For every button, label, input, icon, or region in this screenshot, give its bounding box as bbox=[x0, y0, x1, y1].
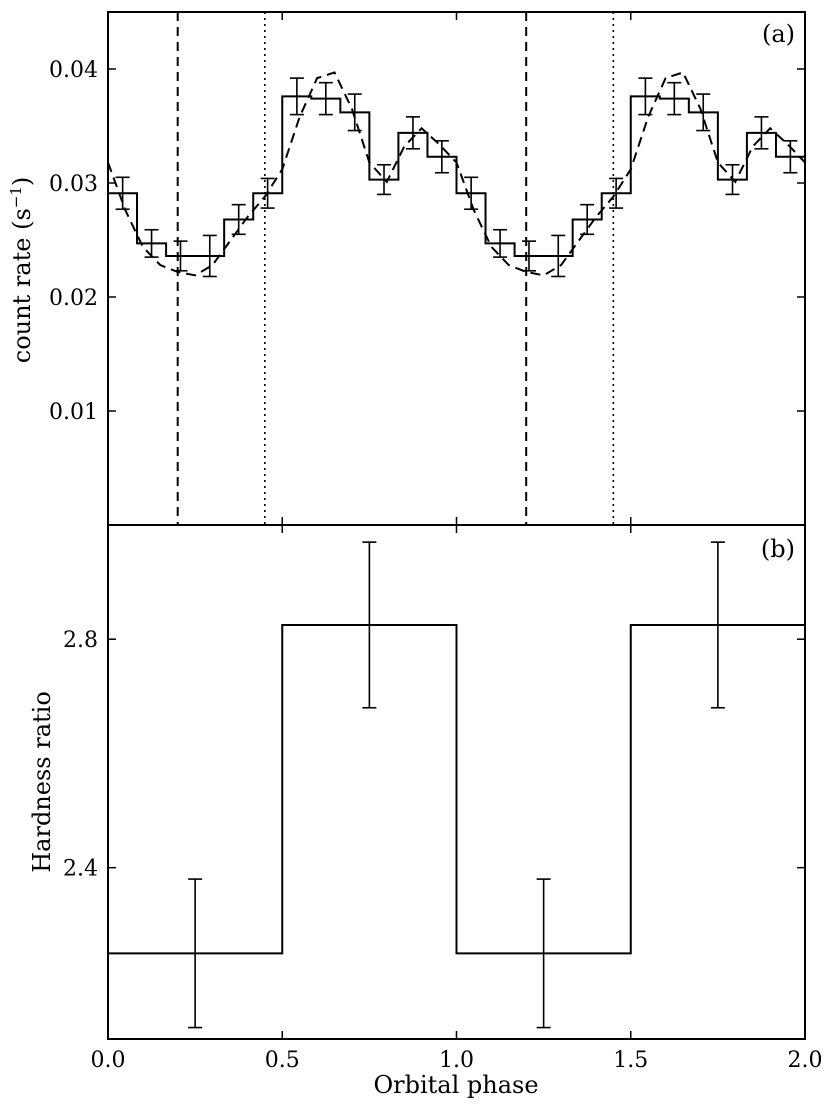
orbital-phase-axis-label: Orbital phase bbox=[373, 1071, 538, 1099]
error-bar bbox=[289, 77, 304, 116]
error-bar bbox=[231, 203, 246, 236]
error-bar bbox=[362, 541, 377, 709]
panel-a-label: (a) bbox=[762, 20, 795, 48]
error-bar bbox=[609, 177, 624, 209]
error-bar bbox=[405, 116, 420, 150]
model-curve-dashed bbox=[107, 71, 806, 277]
step-histogram-a bbox=[108, 95, 805, 257]
error-bar bbox=[347, 93, 362, 132]
error-bar bbox=[580, 203, 595, 236]
error-bar bbox=[188, 878, 203, 1029]
error-bar bbox=[144, 228, 159, 258]
y-tick-label: 2.4 bbox=[63, 857, 98, 882]
x-tick-label: 0.0 bbox=[91, 1048, 126, 1073]
hardness-ratio-panel: (b) Hardness ratio Orbital phase 2.4 2.8 0… bbox=[28, 524, 823, 1099]
error-bar bbox=[318, 81, 333, 116]
error-bar bbox=[667, 81, 682, 116]
x-tick-label: 0.5 bbox=[265, 1048, 300, 1073]
error-bar bbox=[115, 176, 130, 211]
step-histogram-b bbox=[108, 623, 805, 955]
error-bar bbox=[638, 77, 653, 116]
error-bar bbox=[551, 234, 566, 278]
error-bar bbox=[173, 240, 188, 272]
error-bar bbox=[725, 163, 740, 196]
error-bar bbox=[536, 878, 551, 1029]
panel-b-label: (b) bbox=[761, 535, 795, 563]
error-bar bbox=[260, 177, 275, 209]
error-bar bbox=[377, 163, 392, 196]
x-tick-label: 1.5 bbox=[613, 1048, 648, 1073]
count-rate-axis-label: count rate (s−1) bbox=[7, 177, 36, 364]
error-bar bbox=[202, 234, 217, 278]
error-bar bbox=[783, 140, 798, 174]
y-tick-label: 0.04 bbox=[49, 58, 98, 83]
x-tick-label: 1.0 bbox=[439, 1048, 474, 1073]
y-tick-label: 0.03 bbox=[49, 172, 98, 197]
y-tick-label: 0.02 bbox=[49, 286, 98, 311]
error-bar bbox=[434, 140, 449, 174]
y-tick-label: 0.01 bbox=[49, 400, 98, 425]
error-bar bbox=[493, 228, 508, 258]
error-bar bbox=[696, 93, 711, 132]
error-bar bbox=[710, 541, 725, 709]
error-bar bbox=[754, 116, 769, 150]
error-bar bbox=[521, 240, 536, 272]
plot-frame-a bbox=[107, 11, 806, 526]
count-rate-panel: (a) count rate (s−1) 0.01 0.02 0.03 0.04 bbox=[7, 11, 806, 526]
y-tick-label: 2.8 bbox=[63, 628, 98, 653]
hardness-ratio-axis-label: Hardness ratio bbox=[28, 691, 56, 873]
error-bar bbox=[464, 176, 479, 211]
x-tick-label: 2.0 bbox=[788, 1048, 823, 1073]
